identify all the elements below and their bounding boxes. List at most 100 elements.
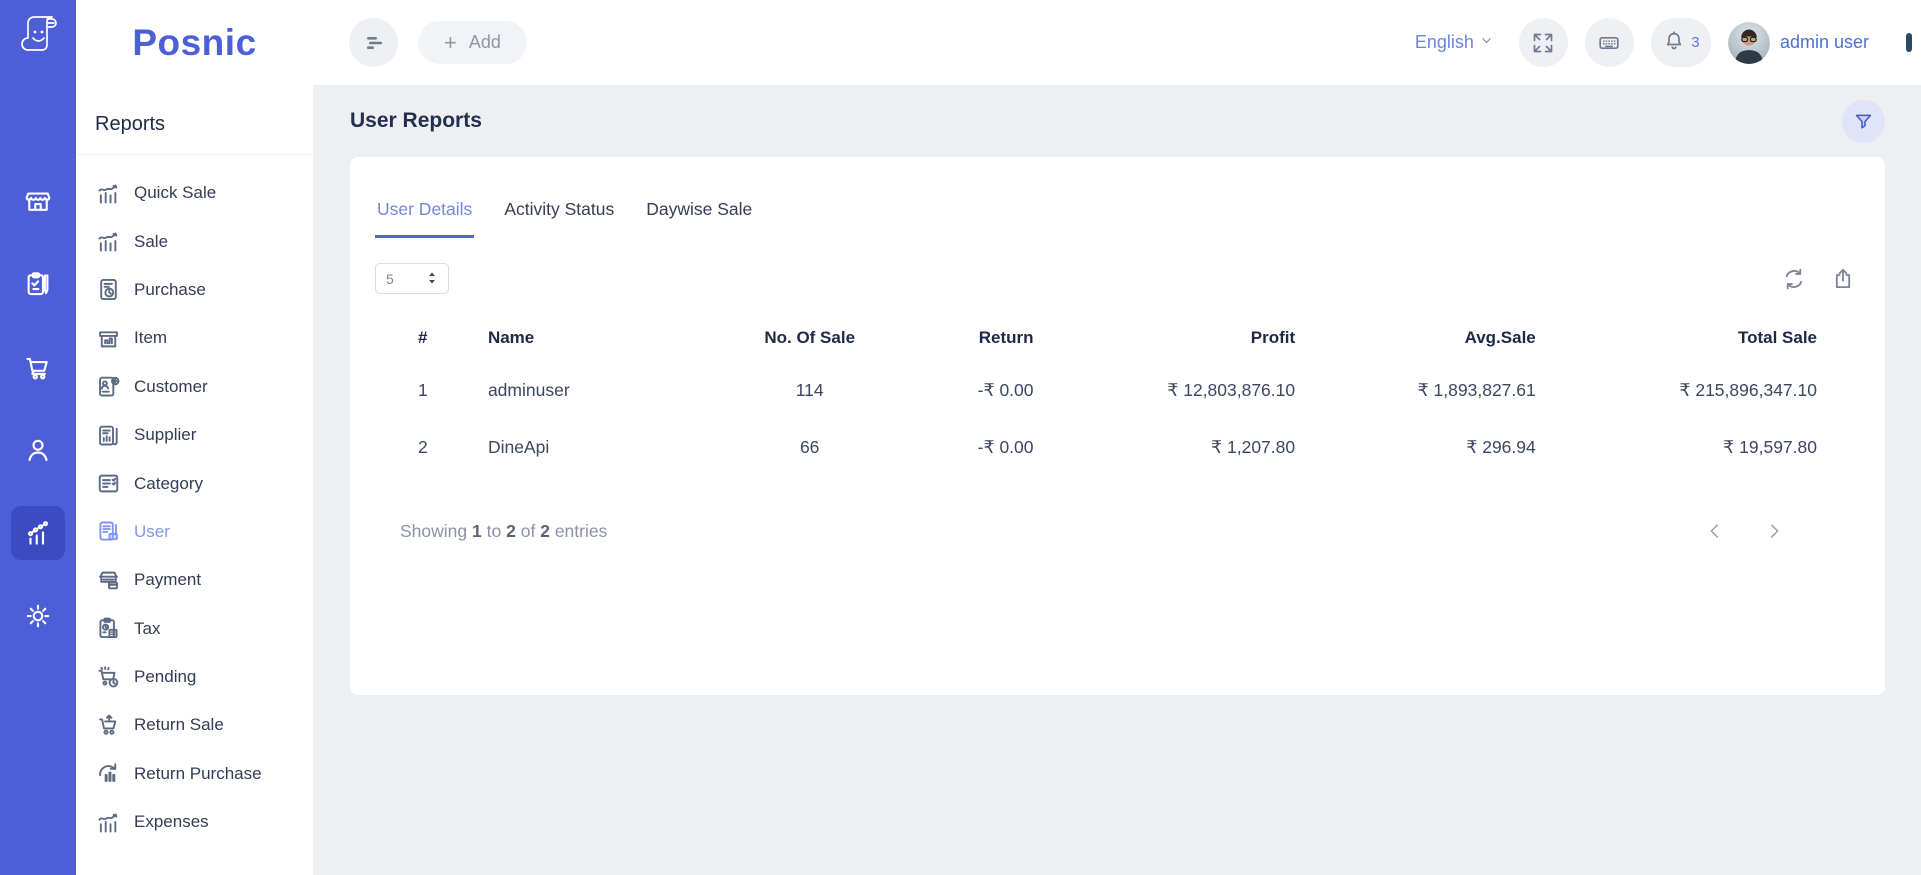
- tax-icon: [95, 615, 122, 642]
- summary-to: 2: [506, 520, 516, 541]
- payment-icon: [95, 567, 122, 594]
- sidebar-heading: Reports: [76, 85, 313, 155]
- sidebar-item-item[interactable]: Item: [76, 314, 313, 362]
- cell-avg-sale: ₹ 1,893,827.61: [1417, 380, 1536, 400]
- summary-text: to: [486, 520, 502, 541]
- menu-lines-icon[interactable]: [349, 18, 398, 67]
- return-rotate-icon: [95, 760, 122, 787]
- page-size-select[interactable]: 5: [375, 263, 449, 294]
- user-name: admin user: [1779, 32, 1869, 52]
- brand-name: Posnic: [132, 21, 257, 63]
- sidebar-item-quick-sale[interactable]: Quick Sale: [76, 169, 313, 217]
- sidebar-item-label: Item: [134, 328, 168, 348]
- keyboard-icon[interactable]: [1584, 18, 1634, 67]
- cell-name: DineApi: [487, 437, 550, 457]
- sidebar-item-label: Quick Sale: [134, 183, 217, 203]
- filter-icon[interactable]: [1842, 99, 1885, 143]
- cell-total-sale: ₹ 215,896,347.10: [1679, 380, 1817, 400]
- cell-avg-sale: ₹ 296.94: [1466, 437, 1536, 457]
- summary-text: Showing: [400, 520, 468, 541]
- user-report-table: # Name No. Of Sale Return Profit Avg.Sal…: [418, 316, 1817, 476]
- tab-user-details[interactable]: User Details: [375, 193, 475, 238]
- sidebar-item-tax[interactable]: Tax: [76, 605, 313, 653]
- sidebar-item-payment[interactable]: Payment: [76, 556, 313, 604]
- rail-item-reports[interactable]: [11, 506, 65, 560]
- summary-total: 2: [540, 520, 550, 541]
- sidebar-item-sale[interactable]: Sale: [76, 217, 313, 265]
- chevron-left-icon[interactable]: [1704, 520, 1726, 542]
- chart-trend-icon: [95, 228, 122, 255]
- page-title: User Reports: [350, 109, 482, 132]
- cell-index: 2: [418, 437, 428, 457]
- rail-item-customers[interactable]: [11, 423, 65, 477]
- rail-item-settings[interactable]: [11, 589, 65, 643]
- avatar: [1727, 21, 1770, 64]
- user-doc-icon: [95, 518, 122, 545]
- sidebar-item-category[interactable]: Category: [76, 459, 313, 507]
- table-row: 2 DineApi 66 -₹ 0.00 ₹ 1,207.80 ₹ 296.94…: [418, 419, 1817, 476]
- pagination: [1704, 520, 1785, 542]
- col-index: #: [418, 328, 428, 347]
- col-total-sale: Total Sale: [1737, 328, 1817, 347]
- sidebar-item-label: Pending: [134, 667, 197, 687]
- user-menu[interactable]: admin user: [1727, 21, 1879, 64]
- add-button-label: Add: [468, 32, 501, 52]
- sidebar-item-label: Return Sale: [134, 715, 224, 735]
- cell-no-of-sale: 114: [795, 380, 824, 400]
- sidebar-item-pending[interactable]: Pending: [76, 653, 313, 701]
- refresh-icon[interactable]: [1781, 266, 1807, 292]
- cell-return: -₹ 0.00: [977, 380, 1034, 400]
- sidebar-item-customer[interactable]: Customer: [76, 363, 313, 411]
- cell-index: 1: [418, 380, 428, 400]
- bell-icon: [1662, 29, 1686, 56]
- col-name: Name: [487, 328, 535, 347]
- scrollbar-thumb[interactable]: [1906, 33, 1912, 52]
- cell-profit: ₹ 12,803,876.10: [1167, 380, 1296, 400]
- chevron-down-icon: [1479, 32, 1494, 53]
- receipt-logo-icon[interactable]: [14, 10, 62, 58]
- sidebar-menu: Quick Sale Sale Purchase Item Customer S…: [76, 155, 313, 846]
- cell-total-sale: ₹ 19,597.80: [1723, 437, 1817, 457]
- report-card: User Details Activity Status Daywise Sal…: [350, 157, 1885, 695]
- language-label: English: [1414, 32, 1474, 52]
- sidebar-item-label: Category: [134, 473, 203, 493]
- fullscreen-icon[interactable]: [1518, 18, 1568, 67]
- rail-item-cart[interactable]: [11, 340, 65, 394]
- add-button[interactable]: + Add: [418, 21, 527, 64]
- language-selector[interactable]: English: [1415, 32, 1494, 53]
- tab-activity-status[interactable]: Activity Status: [504, 199, 615, 219]
- sidebar-item-label: Customer: [134, 376, 208, 396]
- col-no-of-sale: No. Of Sale: [764, 328, 856, 347]
- invoice-icon: [95, 276, 122, 303]
- rail-item-orders[interactable]: [11, 257, 65, 311]
- sidebar-item-label: User: [134, 521, 170, 541]
- summary-text: entries: [554, 520, 608, 541]
- sidebar-item-expenses[interactable]: Expenses: [76, 798, 313, 846]
- chevron-right-icon[interactable]: [1763, 520, 1785, 542]
- sidebar-item-label: Expenses: [134, 812, 209, 832]
- cell-profit: ₹ 1,207.80: [1211, 437, 1296, 457]
- summary-text: of: [520, 520, 536, 541]
- brand: Posnic: [76, 0, 313, 85]
- tab-bar: User Details Activity Status Daywise Sal…: [375, 157, 1860, 238]
- sidebar-item-label: Purchase: [134, 279, 206, 299]
- tab-daywise-sale[interactable]: Daywise Sale: [646, 199, 753, 219]
- sidebar-item-user[interactable]: User: [76, 508, 313, 556]
- sidebar-item-purchase[interactable]: Purchase: [76, 266, 313, 314]
- rail-item-store[interactable]: [11, 174, 65, 228]
- sidebar-item-label: Return Purchase: [134, 763, 262, 783]
- item-box-icon: [95, 325, 122, 352]
- sidebar-item-label: Tax: [134, 618, 161, 638]
- sidebar-item-label: Sale: [134, 231, 169, 251]
- entries-summary: Showing 1 to 2 of 2 entries: [400, 521, 607, 542]
- sidebar-item-supplier[interactable]: Supplier: [76, 411, 313, 459]
- notifications-button[interactable]: 3: [1650, 18, 1711, 67]
- col-profit: Profit: [1250, 328, 1296, 347]
- sidebar-item-return-sale[interactable]: Return Sale: [76, 701, 313, 749]
- col-return: Return: [978, 328, 1034, 347]
- export-icon[interactable]: [1830, 266, 1856, 292]
- category-list-icon: [95, 470, 122, 497]
- sidebar-item-return-purchase[interactable]: Return Purchase: [76, 750, 313, 798]
- supplier-doc-icon: [95, 422, 122, 449]
- customer-doc-icon: [95, 373, 122, 400]
